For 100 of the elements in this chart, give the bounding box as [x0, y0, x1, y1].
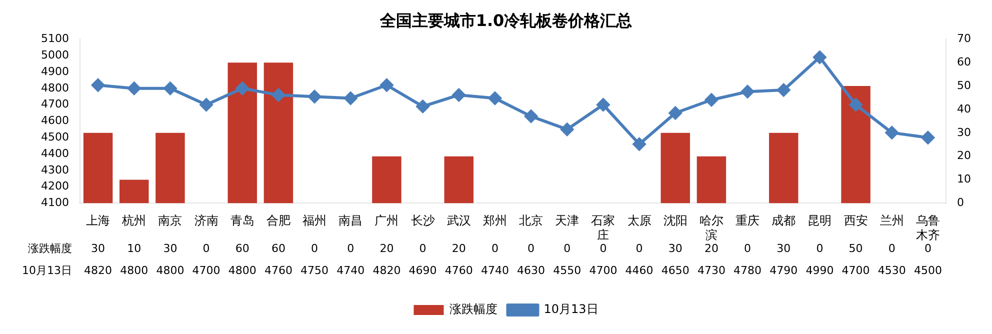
y2-tick-label: 0 — [957, 196, 964, 210]
data-label: 4750 — [300, 264, 329, 278]
y-tick-label: 5000 — [40, 48, 69, 62]
point — [380, 78, 394, 92]
data-label: 0 — [744, 242, 752, 256]
point — [668, 106, 682, 120]
point — [200, 98, 213, 112]
bar — [372, 156, 402, 204]
data-label: 50 — [848, 242, 863, 256]
x-tick-label: 长沙 — [410, 214, 435, 228]
y-tick-label: 4600 — [40, 114, 69, 128]
y-tick-label: 4200 — [40, 180, 69, 193]
point — [741, 85, 754, 98]
y2-tick-label: 10 — [957, 172, 972, 186]
chart-title: 全国主要城市1.0冷轧板卷价格汇总 — [378, 10, 632, 30]
data-label: 30 — [776, 242, 791, 256]
x-tick-label: 成都 — [772, 214, 796, 228]
data-label: 4800 — [120, 264, 148, 278]
data-label: 4790 — [770, 264, 798, 278]
point — [596, 98, 610, 112]
x-tick-label: 重庆 — [736, 214, 760, 228]
x-tick-label: 天津 — [555, 214, 580, 228]
point — [272, 88, 285, 102]
y-tick-label: 4500 — [40, 130, 69, 144]
data-label: 30 — [91, 242, 106, 256]
y2-tick-label: 40 — [957, 102, 972, 116]
data-label: 4460 — [625, 264, 654, 278]
data-label: 20 — [380, 242, 394, 256]
x-tick-label: 北京 — [519, 214, 544, 228]
x-tick-label: 沈阳 — [663, 214, 688, 228]
data-label: 4500 — [914, 264, 942, 278]
bar — [444, 156, 474, 204]
y-tick-label: 4900 — [40, 64, 69, 78]
data-label: 4820 — [84, 264, 112, 278]
data-label: 0 — [528, 242, 535, 256]
point — [92, 78, 105, 92]
y-tick-label: 4700 — [40, 98, 69, 111]
point — [813, 50, 826, 64]
data-label: 10 — [127, 242, 142, 256]
data-label: 4780 — [734, 264, 762, 278]
data-label: 0 — [347, 242, 354, 256]
y-tick-label: 5100 — [40, 32, 69, 46]
data-label: 4530 — [878, 264, 906, 278]
x-tick-label: 南昌 — [338, 214, 363, 228]
point — [777, 84, 790, 97]
data-label: 0 — [600, 242, 607, 256]
y-tick-label: 4400 — [40, 146, 69, 160]
x-tick-label: 郑州 — [482, 214, 507, 228]
x-tick-label: 南京 — [158, 214, 182, 228]
data-label: 4700 — [192, 264, 220, 278]
point — [164, 82, 177, 95]
point — [849, 98, 862, 112]
x-tick-label: 石家庄 — [591, 214, 616, 242]
data-label: 4740 — [480, 264, 509, 278]
data-label: 4550 — [553, 264, 582, 278]
bar — [156, 132, 185, 204]
data-label: 4700 — [589, 264, 618, 278]
x-tick-label: 济南 — [194, 214, 218, 228]
bar — [769, 132, 798, 204]
x-tick-label: 太原 — [627, 214, 652, 228]
y2-tick-label: 60 — [957, 55, 972, 68]
data-label: 0 — [816, 242, 824, 256]
x-tick-label: 哈尔滨 — [699, 214, 724, 242]
point — [560, 122, 574, 136]
data-label: 4700 — [842, 264, 870, 278]
point — [308, 90, 322, 104]
data-label: 4760 — [444, 264, 473, 278]
x-tick-label: 合肥 — [266, 214, 290, 228]
data-label: 4630 — [517, 264, 546, 278]
y2-tick-label: 50 — [957, 78, 972, 92]
data-label: 20 — [704, 242, 718, 256]
data-label: 4800 — [228, 264, 256, 278]
bar — [660, 132, 690, 204]
point — [704, 93, 718, 106]
legend-label: 10月13日 — [544, 302, 598, 316]
x-tick-label: 福州 — [302, 214, 327, 228]
data-label: 4740 — [336, 264, 365, 278]
x-tick-label: 青岛 — [230, 214, 254, 228]
data-label: 20 — [452, 242, 466, 256]
text: 涨跌幅度 — [28, 242, 72, 256]
data-label: 4760 — [264, 264, 292, 278]
x-tick-label: 西安 — [844, 214, 868, 228]
bar — [83, 132, 113, 204]
data-label: 4650 — [661, 264, 690, 278]
data-label: 0 — [636, 242, 643, 256]
y2-tick-label: 30 — [957, 126, 972, 139]
data-label: 0 — [888, 242, 896, 256]
y-tick-label: 4300 — [40, 163, 69, 176]
data-label: 60 — [235, 242, 250, 256]
data-label: 0 — [419, 242, 426, 256]
point — [524, 110, 538, 123]
data-label: 0 — [564, 242, 571, 256]
data-label: 60 — [271, 242, 286, 256]
x-tick-label: 广州 — [374, 214, 399, 228]
point — [452, 88, 466, 102]
point — [416, 100, 430, 113]
bar — [696, 156, 726, 204]
x-tick-label: 乌鲁木齐 — [916, 214, 940, 242]
data-label: 30 — [668, 242, 682, 256]
y-tick-label: 4100 — [40, 196, 69, 210]
